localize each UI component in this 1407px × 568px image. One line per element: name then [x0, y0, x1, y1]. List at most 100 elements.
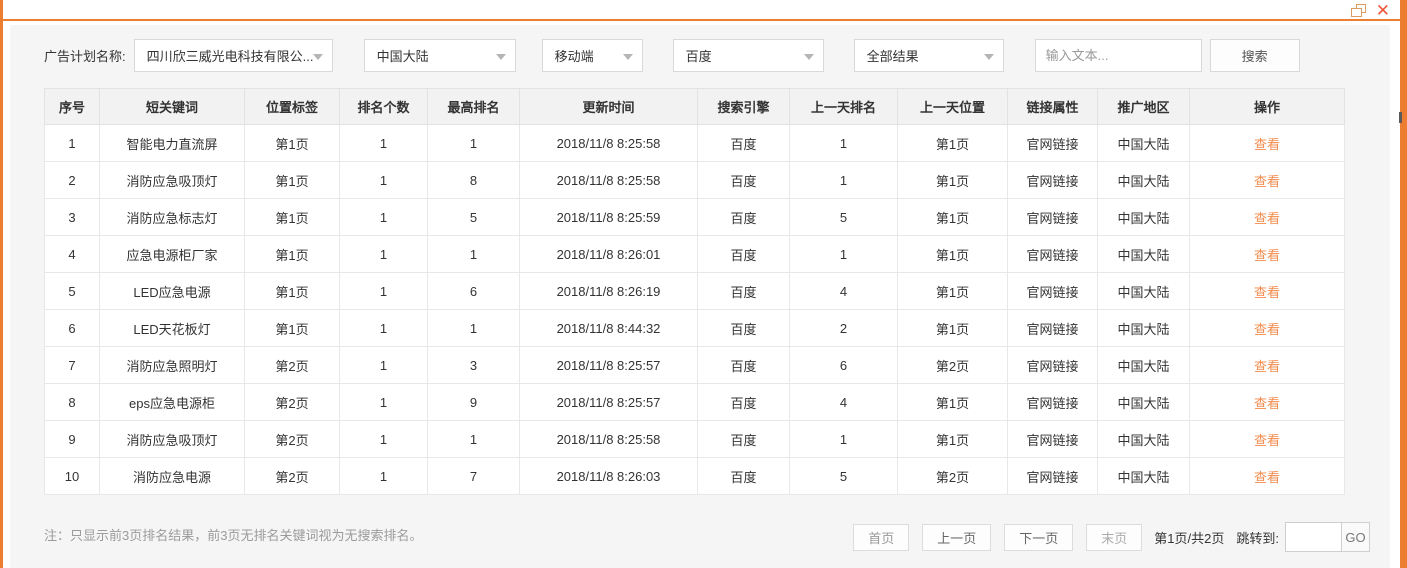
- cell-position-tag: 第1页: [244, 272, 340, 310]
- cell-index: 7: [44, 346, 100, 384]
- cell-prev-rank: 4: [789, 272, 898, 310]
- col-header-prev-position: 上一天位置: [897, 88, 1008, 125]
- cell-search-engine: 百度: [697, 309, 790, 347]
- close-icon[interactable]: ✕: [1375, 1, 1390, 20]
- view-link[interactable]: 查看: [1253, 432, 1280, 448]
- view-link[interactable]: 查看: [1253, 284, 1280, 300]
- cell-update-time: 2018/11/8 8:25:59: [519, 198, 698, 236]
- pagination: 首页 上一页 下一页 末页 第1页/共2页 跳转到: GO: [853, 522, 1370, 552]
- view-link[interactable]: 查看: [1253, 136, 1280, 152]
- cell-link-type: 官网链接: [1007, 124, 1098, 162]
- view-link[interactable]: 查看: [1253, 321, 1280, 337]
- window-border-right: [1400, 0, 1407, 568]
- view-link[interactable]: 查看: [1253, 210, 1280, 226]
- ad-plan-label: 广告计划名称:: [44, 49, 126, 64]
- restore-icon[interactable]: [1350, 4, 1366, 17]
- cell-keyword: 消防应急电源: [99, 457, 245, 495]
- view-link[interactable]: 查看: [1253, 469, 1280, 485]
- cell-prev-position: 第1页: [897, 272, 1008, 310]
- cell-index: 3: [44, 198, 100, 236]
- first-page-button[interactable]: 首页: [853, 523, 910, 551]
- col-header-promo-region: 推广地区: [1097, 88, 1190, 125]
- col-header-keyword: 短关键词: [99, 88, 245, 125]
- cell-position-tag: 第2页: [244, 346, 340, 384]
- next-page-button[interactable]: 下一页: [1004, 523, 1074, 551]
- ad-plan-dropdown[interactable]: 四川欣三威光电科技有限公...: [133, 39, 333, 72]
- region-value: 中国大陆: [376, 49, 429, 64]
- cell-best-rank: 5: [427, 198, 520, 236]
- cell-index: 5: [44, 272, 100, 310]
- view-link[interactable]: 查看: [1253, 358, 1280, 374]
- cell-best-rank: 1: [427, 309, 520, 347]
- search-input[interactable]: [1034, 39, 1202, 72]
- cell-rank-count: 1: [339, 309, 428, 347]
- cell-update-time: 2018/11/8 8:25:57: [519, 346, 698, 384]
- cell-prev-rank: 1: [789, 124, 898, 162]
- cell-position-tag: 第1页: [244, 198, 340, 236]
- cell-prev-position: 第1页: [897, 309, 1008, 347]
- restore-icon-front: [1350, 8, 1362, 17]
- cell-prev-rank: 2: [789, 309, 898, 347]
- cell-link-type: 官网链接: [1007, 235, 1098, 273]
- last-page-button[interactable]: 末页: [1086, 523, 1143, 551]
- cell-update-time: 2018/11/8 8:26:19: [519, 272, 698, 310]
- table-row: 9 消防应急吸顶灯 第2页 1 1 2018/11/8 8:25:58 百度 1…: [44, 420, 1345, 458]
- cell-promo-region: 中国大陆: [1097, 457, 1190, 495]
- chevron-down-icon: [983, 54, 994, 60]
- view-link[interactable]: 查看: [1253, 395, 1280, 411]
- cell-prev-rank: 6: [789, 346, 898, 384]
- table-row: 2 消防应急吸顶灯 第1页 1 8 2018/11/8 8:25:58 百度 1…: [44, 161, 1345, 199]
- chevron-down-icon: [622, 54, 633, 60]
- chevron-down-icon: [495, 54, 506, 60]
- cell-best-rank: 6: [427, 272, 520, 310]
- cell-update-time: 2018/11/8 8:44:32: [519, 309, 698, 347]
- prev-page-button[interactable]: 上一页: [922, 523, 992, 551]
- device-value: 移动端: [554, 49, 594, 64]
- cell-keyword: 消防应急吸顶灯: [99, 161, 245, 199]
- cell-keyword: eps应急电源柜: [99, 383, 245, 421]
- cell-link-type: 官网链接: [1007, 346, 1098, 384]
- cell-prev-rank: 1: [789, 420, 898, 458]
- cell-index: 2: [44, 161, 100, 199]
- cell-search-engine: 百度: [697, 383, 790, 421]
- cell-action: 查看: [1189, 272, 1345, 310]
- cell-prev-position: 第2页: [897, 346, 1008, 384]
- search-engine-dropdown[interactable]: 百度: [672, 39, 824, 72]
- device-dropdown[interactable]: 移动端: [541, 39, 643, 72]
- table-row: 6 LED天花板灯 第1页 1 1 2018/11/8 8:44:32 百度 2…: [44, 309, 1345, 347]
- cell-rank-count: 1: [339, 198, 428, 236]
- view-link[interactable]: 查看: [1253, 173, 1280, 189]
- jump-page-input[interactable]: [1285, 522, 1342, 552]
- result-filter-dropdown[interactable]: 全部结果: [853, 39, 1004, 72]
- go-button[interactable]: GO: [1342, 522, 1370, 552]
- cell-prev-rank: 1: [789, 161, 898, 199]
- cell-index: 6: [44, 309, 100, 347]
- cell-action: 查看: [1189, 383, 1345, 421]
- filter-bar: 广告计划名称: 四川欣三威光电科技有限公... 中国大陆 移动端 百度 全部结果: [44, 39, 1300, 72]
- table-row: 4 应急电源柜厂家 第1页 1 1 2018/11/8 8:26:01 百度 1…: [44, 235, 1345, 273]
- cell-search-engine: 百度: [697, 457, 790, 495]
- cell-rank-count: 1: [339, 272, 428, 310]
- cell-update-time: 2018/11/8 8:26:01: [519, 235, 698, 273]
- cell-action: 查看: [1189, 198, 1345, 236]
- cell-prev-position: 第2页: [897, 457, 1008, 495]
- cell-link-type: 官网链接: [1007, 457, 1098, 495]
- cell-best-rank: 8: [427, 161, 520, 199]
- cell-search-engine: 百度: [697, 124, 790, 162]
- table-header: 序号 短关键词 位置标签 排名个数 最高排名 更新时间 搜索引擎 上一天排名 上…: [44, 88, 1345, 125]
- cell-best-rank: 3: [427, 346, 520, 384]
- search-button[interactable]: 搜索: [1209, 39, 1300, 72]
- view-link[interactable]: 查看: [1253, 247, 1280, 263]
- scrollbar-thumb[interactable]: [1399, 112, 1402, 123]
- cell-position-tag: 第1页: [244, 161, 340, 199]
- cell-prev-position: 第1页: [897, 383, 1008, 421]
- region-dropdown[interactable]: 中国大陆: [363, 39, 516, 72]
- cell-best-rank: 7: [427, 457, 520, 495]
- cell-action: 查看: [1189, 309, 1345, 347]
- table-body: 1 智能电力直流屏 第1页 1 1 2018/11/8 8:25:58 百度 1…: [44, 124, 1345, 495]
- cell-promo-region: 中国大陆: [1097, 235, 1190, 273]
- cell-action: 查看: [1189, 161, 1345, 199]
- cell-position-tag: 第1页: [244, 309, 340, 347]
- col-header-action: 操作: [1189, 88, 1345, 125]
